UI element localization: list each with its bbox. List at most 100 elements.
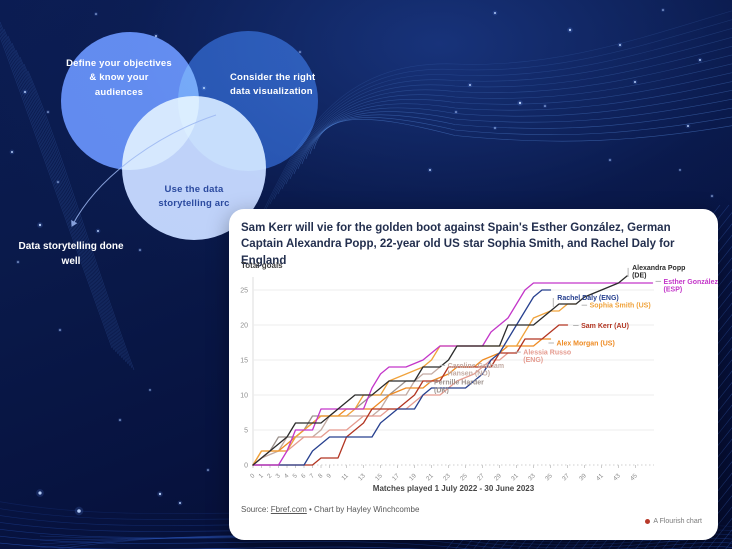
decor-fan-left: [0, 21, 121, 357]
series-label-popp: Alexandra Popp: [632, 265, 685, 272]
decor-wave-top: [297, 90, 732, 170]
venn-pointer-arrow: [71, 114, 217, 227]
star-icon: [455, 111, 457, 113]
decor-fan-left: [23, 63, 133, 369]
source-note: Source: Fbref.com • Chart by Hayley Winc…: [241, 505, 419, 514]
x-tick-label-4: 4: [283, 472, 291, 480]
series-label-harder: Pernille Harder: [434, 380, 484, 387]
decor-wave-top: [289, 72, 732, 180]
series-label-hansen: Caroline Graham: [448, 363, 504, 370]
x-tick-label-43: 43: [612, 472, 622, 482]
star-icon: [687, 125, 689, 127]
decor-wave-top: [305, 107, 732, 160]
series-line-morgan: [252, 338, 552, 466]
series-label-hansen-2: Hansen (NO): [448, 371, 490, 378]
star-icon: [699, 59, 701, 61]
star-icon: [207, 469, 209, 471]
x-tick-label-35: 35: [544, 472, 554, 482]
star-icon: [11, 151, 13, 153]
y-tick-label-20: 20: [240, 323, 248, 330]
x-tick-label-1: 1: [257, 472, 265, 480]
star-icon: [429, 169, 431, 171]
series-label-popp-2: (DE): [632, 273, 646, 280]
series-line-russo: [252, 352, 509, 466]
x-tick-label-45: 45: [629, 472, 639, 482]
star-icon: [38, 491, 42, 495]
flourish-logo-icon: [645, 519, 651, 524]
star-icon: [662, 9, 664, 11]
x-tick-label-13: 13: [357, 472, 367, 482]
series-label-gonzalez: Esther González: [664, 279, 719, 286]
star-icon: [494, 12, 496, 14]
series-label-morgan: Alex Morgan (US): [556, 341, 614, 348]
series-line-harder: [252, 380, 424, 466]
x-tick-label-19: 19: [408, 472, 418, 482]
series-line-smith: [252, 303, 577, 466]
star-icon: [679, 169, 681, 171]
series-label-russo: Alessia Russo: [523, 350, 571, 357]
decor-fan-left: [11, 42, 127, 363]
y-tick-label-0: 0: [244, 463, 248, 470]
venn-caption: Data storytelling done well: [18, 241, 124, 267]
decor-wave-top: [313, 118, 732, 150]
star-icon: [119, 419, 121, 421]
x-tick-label-39: 39: [578, 472, 588, 482]
star-icon: [17, 261, 19, 263]
star-icon: [97, 230, 99, 232]
source-prefix: Source:: [241, 505, 271, 514]
x-tick-label-9: 9: [325, 472, 333, 480]
series-line-popp: [252, 275, 628, 466]
star-icon: [149, 389, 151, 391]
x-tick-label-17: 17: [391, 472, 401, 482]
star-icon: [59, 329, 61, 331]
decor-wave-top: [293, 81, 732, 175]
series-label-kerr: Sam Kerr (AU): [581, 323, 629, 330]
venn-label-storytelling-arc: Use the data storytelling arc: [158, 184, 230, 210]
x-tick-label-2: 2: [266, 472, 274, 480]
x-tick-label-23: 23: [442, 472, 452, 482]
x-tick-label-15: 15: [374, 472, 384, 482]
flourish-attribution[interactable]: A Flourish chart: [645, 518, 702, 525]
x-tick-label-7: 7: [308, 472, 316, 480]
series-label-smith: Sophia Smith (US): [590, 303, 651, 310]
decor-wave-bottom: [0, 528, 732, 549]
x-tick-label-6: 6: [300, 472, 308, 480]
decor-fan-left: [19, 56, 131, 367]
star-icon: [299, 51, 301, 53]
venn-label-visualization: Consider the right data visualization: [230, 72, 316, 98]
y-tick-label-10: 10: [240, 393, 248, 400]
y-tick-label-5: 5: [244, 428, 248, 435]
star-icon: [47, 111, 49, 113]
series-label-russo-2: (ENG): [523, 357, 543, 364]
star-icon: [77, 509, 81, 513]
y-axis-title: Total goals: [241, 261, 283, 270]
decor-fan-left: [3, 28, 123, 359]
star-icon: [634, 81, 636, 83]
decor-wave-top: [301, 98, 732, 165]
x-tick-label-25: 25: [459, 472, 469, 482]
decor-wave-top: [285, 63, 732, 185]
star-icon: [544, 105, 546, 107]
star-icon: [469, 84, 471, 86]
decor-fan-left: [0, 24, 119, 355]
venn-diagram: [61, 31, 318, 240]
x-tick-label-5: 5: [291, 472, 299, 480]
star-icon: [494, 127, 496, 129]
series-label-harder-2: (DK): [434, 387, 449, 394]
decor-hatch: [689, 495, 732, 549]
flourish-attribution-label: A Flourish chart: [653, 518, 702, 525]
x-tick-label-11: 11: [340, 472, 350, 482]
star-icon: [95, 13, 97, 15]
x-tick-label-8: 8: [317, 472, 325, 480]
decor-fan-left: [15, 49, 129, 365]
star-icon: [155, 35, 157, 37]
series-label-daly: Rachel Daly (ENG): [557, 295, 618, 302]
x-axis-title: Matches played 1 July 2022 - 30 June 202…: [373, 484, 535, 493]
decor-wave-top: [309, 116, 732, 155]
x-tick-label-21: 21: [425, 472, 435, 482]
source-link[interactable]: Fbref.com: [270, 505, 307, 514]
series-line-kerr: [252, 324, 569, 466]
decor-wave-top: [281, 54, 732, 190]
chart-card: Sam Kerr will vie for the golden boot ag…: [229, 209, 719, 540]
